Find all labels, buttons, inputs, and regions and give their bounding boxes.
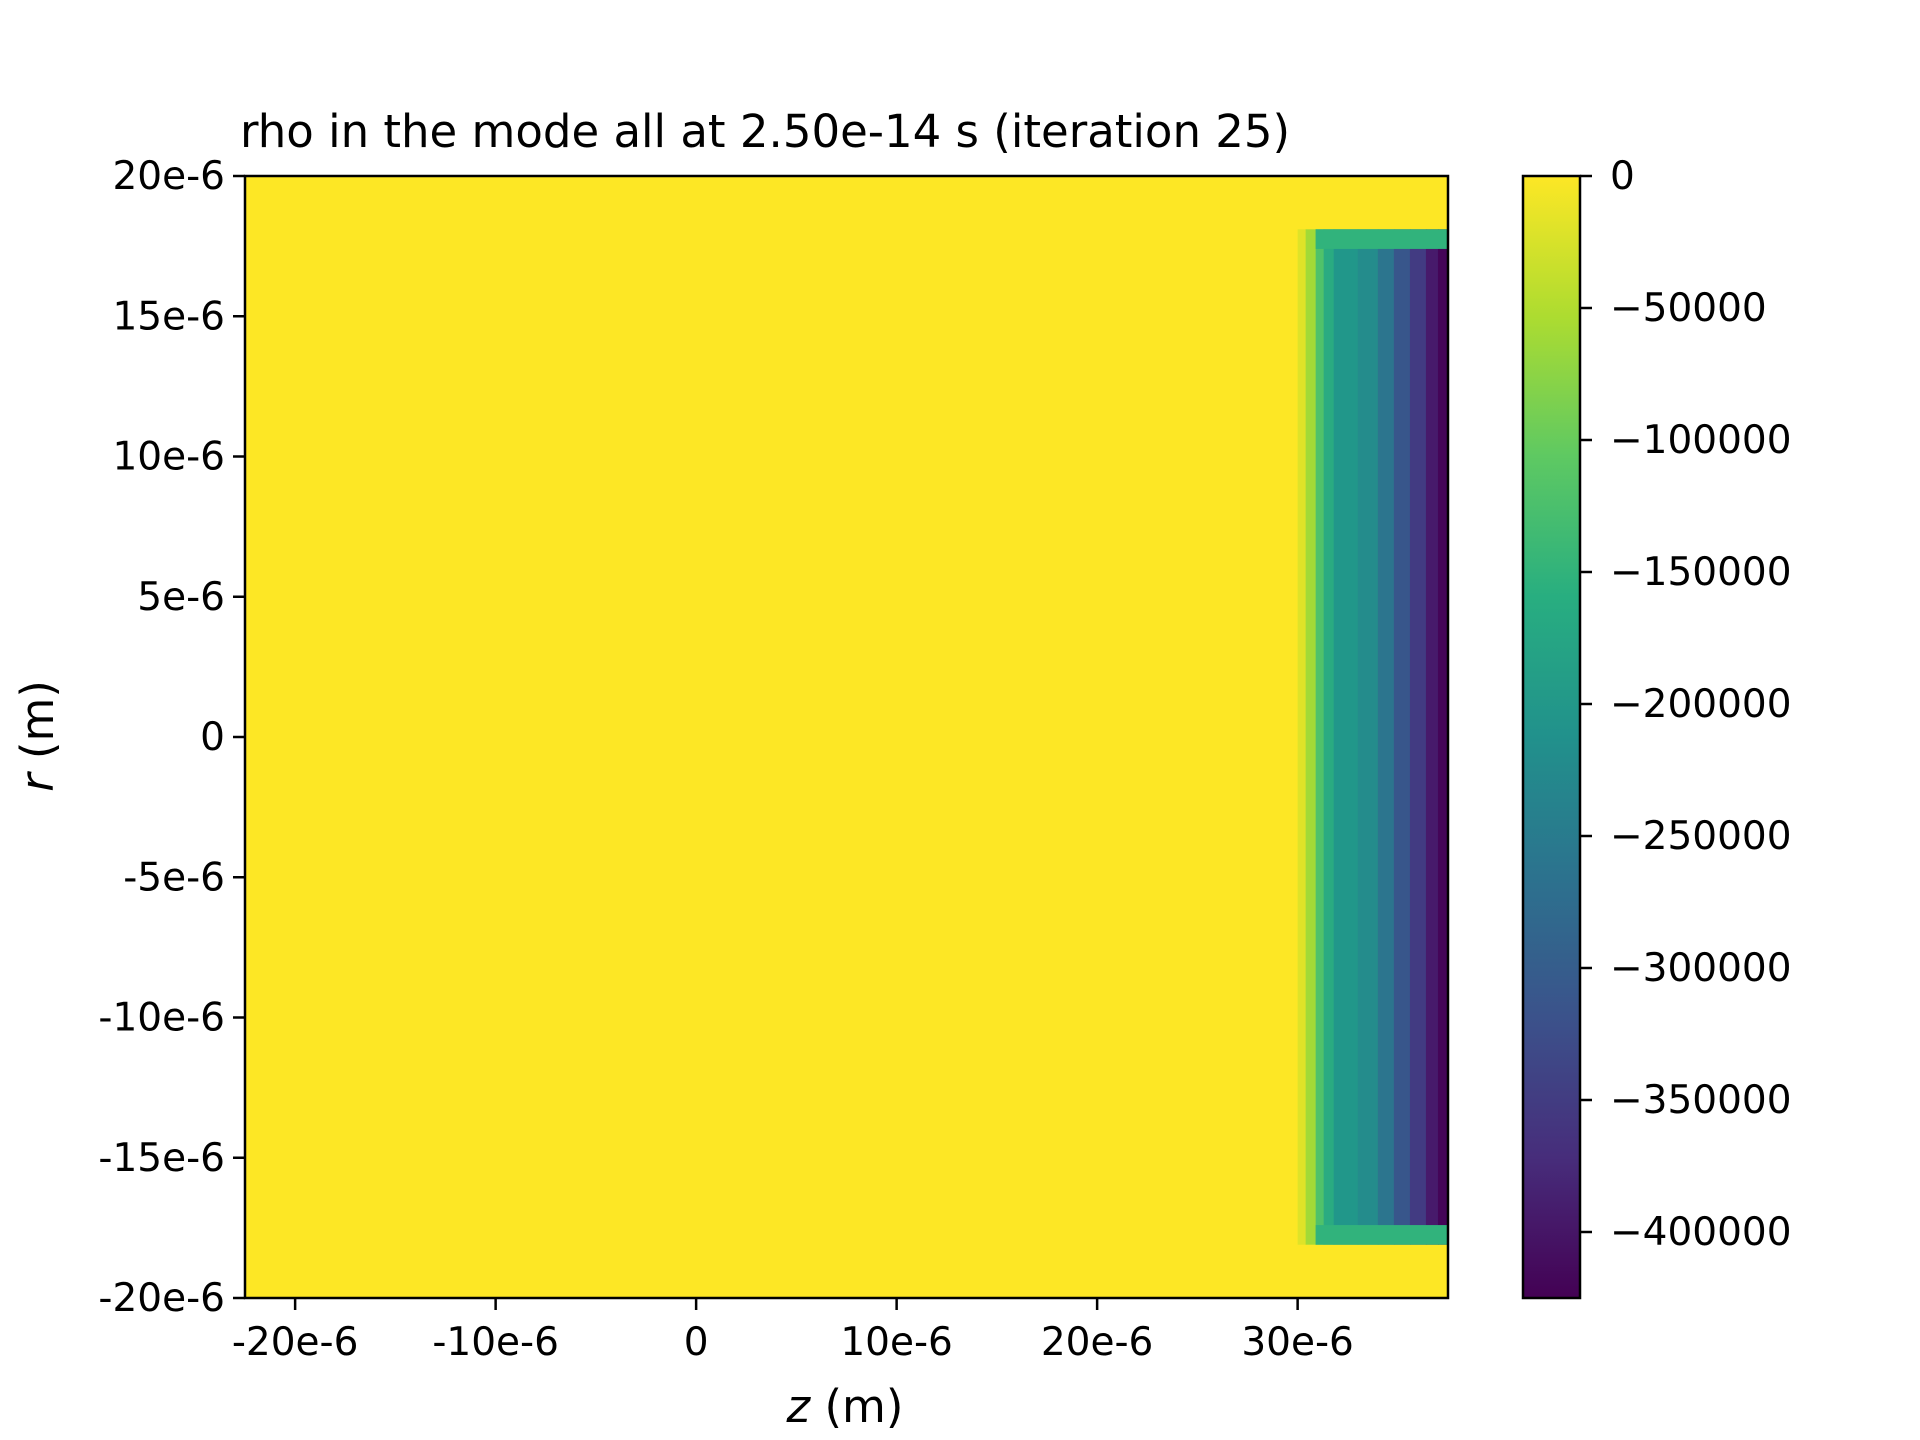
y-tick-label: 20e-6 (112, 154, 225, 199)
chart-title: rho in the mode all at 2.50e-14 s (itera… (240, 105, 1290, 158)
x-tick-label: 20e-6 (1041, 1320, 1154, 1365)
heatmap-cell-column (1333, 229, 1359, 1245)
x-tick-label: 0 (684, 1320, 709, 1365)
colorbar: 0 −50000 −100000 −150000 −200000 −250000 −3000… (1521, 154, 1792, 1300)
y-tick-label: -20e-6 (98, 1276, 225, 1321)
x-tick-label: -10e-6 (432, 1320, 559, 1365)
heatmap-cell-column (1409, 229, 1427, 1245)
heatmap-cell-column (1323, 229, 1335, 1245)
plot-area (243, 174, 1450, 1300)
x-tick-label: 30e-6 (1241, 1320, 1354, 1365)
y-tick-label: 0 (200, 715, 225, 760)
colorbar-tick-label: 0 (1610, 154, 1635, 199)
x-axis-label: z (m) (786, 1380, 904, 1433)
heatmap-background (245, 176, 1448, 1298)
colorbar-tick-label: −350000 (1610, 1078, 1792, 1123)
x-tick-label: 10e-6 (840, 1320, 953, 1365)
colorbar-tick-label: −50000 (1610, 286, 1767, 331)
x-axis-var: z (786, 1380, 812, 1433)
heatmap-cell-column (1357, 229, 1379, 1245)
colorbar-tick-label: −250000 (1610, 814, 1792, 859)
heatmap-edge-band (1315, 1225, 1448, 1245)
x-tick-label: -20e-6 (232, 1320, 359, 1365)
heatmap-cell-column (1437, 229, 1449, 1245)
heatmap-cell-column (1305, 229, 1317, 1245)
colorbar-tick-label: −100000 (1610, 418, 1792, 463)
heatmap-edge-band (1315, 229, 1448, 249)
y-axis-label: r (m) (11, 680, 64, 792)
y-axis-unit (11, 759, 64, 773)
colorbar-tick-label: −300000 (1610, 946, 1792, 991)
y-axis-unit-text: (m) (11, 680, 64, 759)
y-tick-label: 10e-6 (112, 435, 225, 480)
heatmap-cell-column (1297, 229, 1307, 1245)
heatmap-cell-column (1393, 229, 1411, 1245)
colorbar-tick-label: −200000 (1610, 682, 1792, 727)
x-axis: -20e-6 -10e-6 0 10e-6 20e-6 30e-6 (232, 1298, 1354, 1365)
y-axis: 20e-6 15e-6 10e-6 5e-6 0 -5e-6 -10e-6 -15e-6 -20… (98, 154, 245, 1321)
y-tick-label: -5e-6 (123, 855, 225, 900)
y-tick-label: 15e-6 (112, 294, 225, 339)
y-tick-label: 5e-6 (137, 575, 225, 620)
heatmap-cell-column (1425, 229, 1439, 1245)
x-axis-unit (810, 1380, 824, 1433)
y-tick-label: -10e-6 (98, 996, 225, 1041)
x-axis-unit-text: (m) (824, 1380, 903, 1433)
heatmap-cell-column (1377, 229, 1395, 1245)
y-axis-var: r (11, 771, 64, 792)
y-tick-label: -15e-6 (98, 1136, 225, 1181)
heatmap-cell-column (1315, 229, 1325, 1245)
colorbar-scale (1521, 174, 1582, 1300)
colorbar-tick-label: −400000 (1610, 1210, 1792, 1255)
colorbar-tick-label: −150000 (1610, 550, 1792, 595)
